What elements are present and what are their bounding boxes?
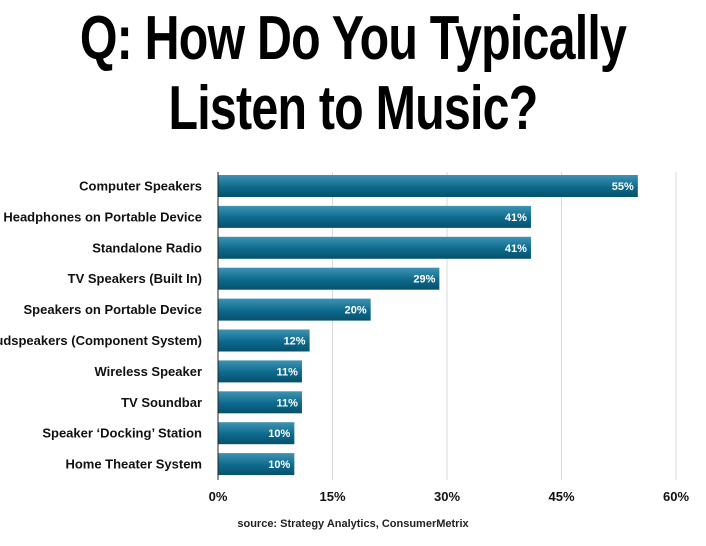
data-label: 41% (505, 212, 527, 224)
source-note: source: Strategy Analytics, ConsumerMetr… (237, 518, 469, 530)
bar (218, 360, 302, 383)
x-tick-label: 45% (548, 489, 574, 504)
category-label: Headphones on Portable Device (3, 209, 202, 224)
data-label: 29% (413, 274, 435, 286)
bar (218, 391, 302, 414)
bar (218, 422, 295, 445)
bar (218, 267, 440, 290)
data-label: 12% (284, 336, 306, 348)
x-tick-label: 15% (319, 489, 345, 504)
category-label: Loudspeakers (Component System) (0, 333, 202, 348)
bar (218, 236, 531, 259)
category-labels: Computer Speakers Headphones on Portable … (0, 179, 202, 472)
category-label: TV Speakers (Built In) (68, 271, 202, 286)
data-label: 10% (268, 459, 290, 471)
bar (218, 453, 295, 476)
bar (218, 329, 310, 352)
category-label: Wireless Speaker (94, 364, 202, 379)
data-label: 10% (268, 428, 290, 440)
x-tick-labels: 0% 15% 30% 45% 60% (209, 489, 690, 504)
category-label: Speaker ‘Docking’ Station (42, 426, 202, 441)
data-label: 41% (505, 243, 527, 255)
category-label: Home Theater System (65, 457, 202, 472)
x-tick-label: 60% (663, 489, 689, 504)
data-label: 11% (277, 366, 299, 378)
category-label: Speakers on Portable Device (24, 302, 202, 317)
x-tick-label: 0% (209, 489, 228, 504)
category-label: Computer Speakers (79, 179, 202, 194)
data-label: 11% (277, 397, 299, 409)
bar (218, 298, 371, 321)
category-label: TV Soundbar (121, 395, 202, 410)
chart-title: Q: How Do You Typically Listen to Music? (79, 4, 627, 143)
category-label: Standalone Radio (92, 240, 202, 255)
bar (218, 175, 638, 197)
data-label: 20% (345, 305, 367, 317)
bar (218, 205, 531, 228)
bars: 55% 41% 41% 29% 20% 12% 11% 11% 10% 10% (218, 175, 638, 476)
x-tick-label: 30% (434, 489, 460, 504)
data-label: 55% (612, 181, 634, 193)
